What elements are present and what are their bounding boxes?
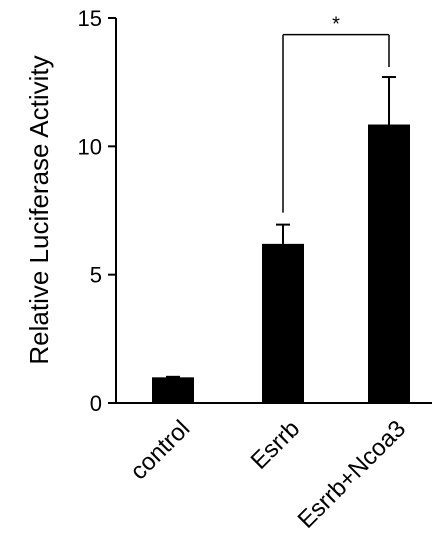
bar-2 — [262, 243, 304, 403]
y-axis-ticks: 0 5 10 15 — [78, 6, 116, 416]
significance-bracket: * — [282, 14, 390, 213]
category-label: Esrrb+Ncoa3 — [293, 415, 412, 534]
y-tick-label: 5 — [90, 263, 102, 288]
category-label: control — [125, 415, 195, 485]
y-tick-label: 10 — [78, 134, 102, 159]
bar-1 — [152, 377, 194, 403]
category-label: Esrrb — [246, 415, 306, 475]
y-axis-label: Relative Luciferase Activity — [24, 55, 54, 364]
y-tick-label: 15 — [78, 6, 102, 31]
bar-3 — [368, 124, 410, 404]
error-bars — [166, 76, 396, 378]
significance-label: * — [332, 14, 340, 36]
bars — [152, 124, 410, 404]
y-tick-label: 0 — [90, 391, 102, 416]
